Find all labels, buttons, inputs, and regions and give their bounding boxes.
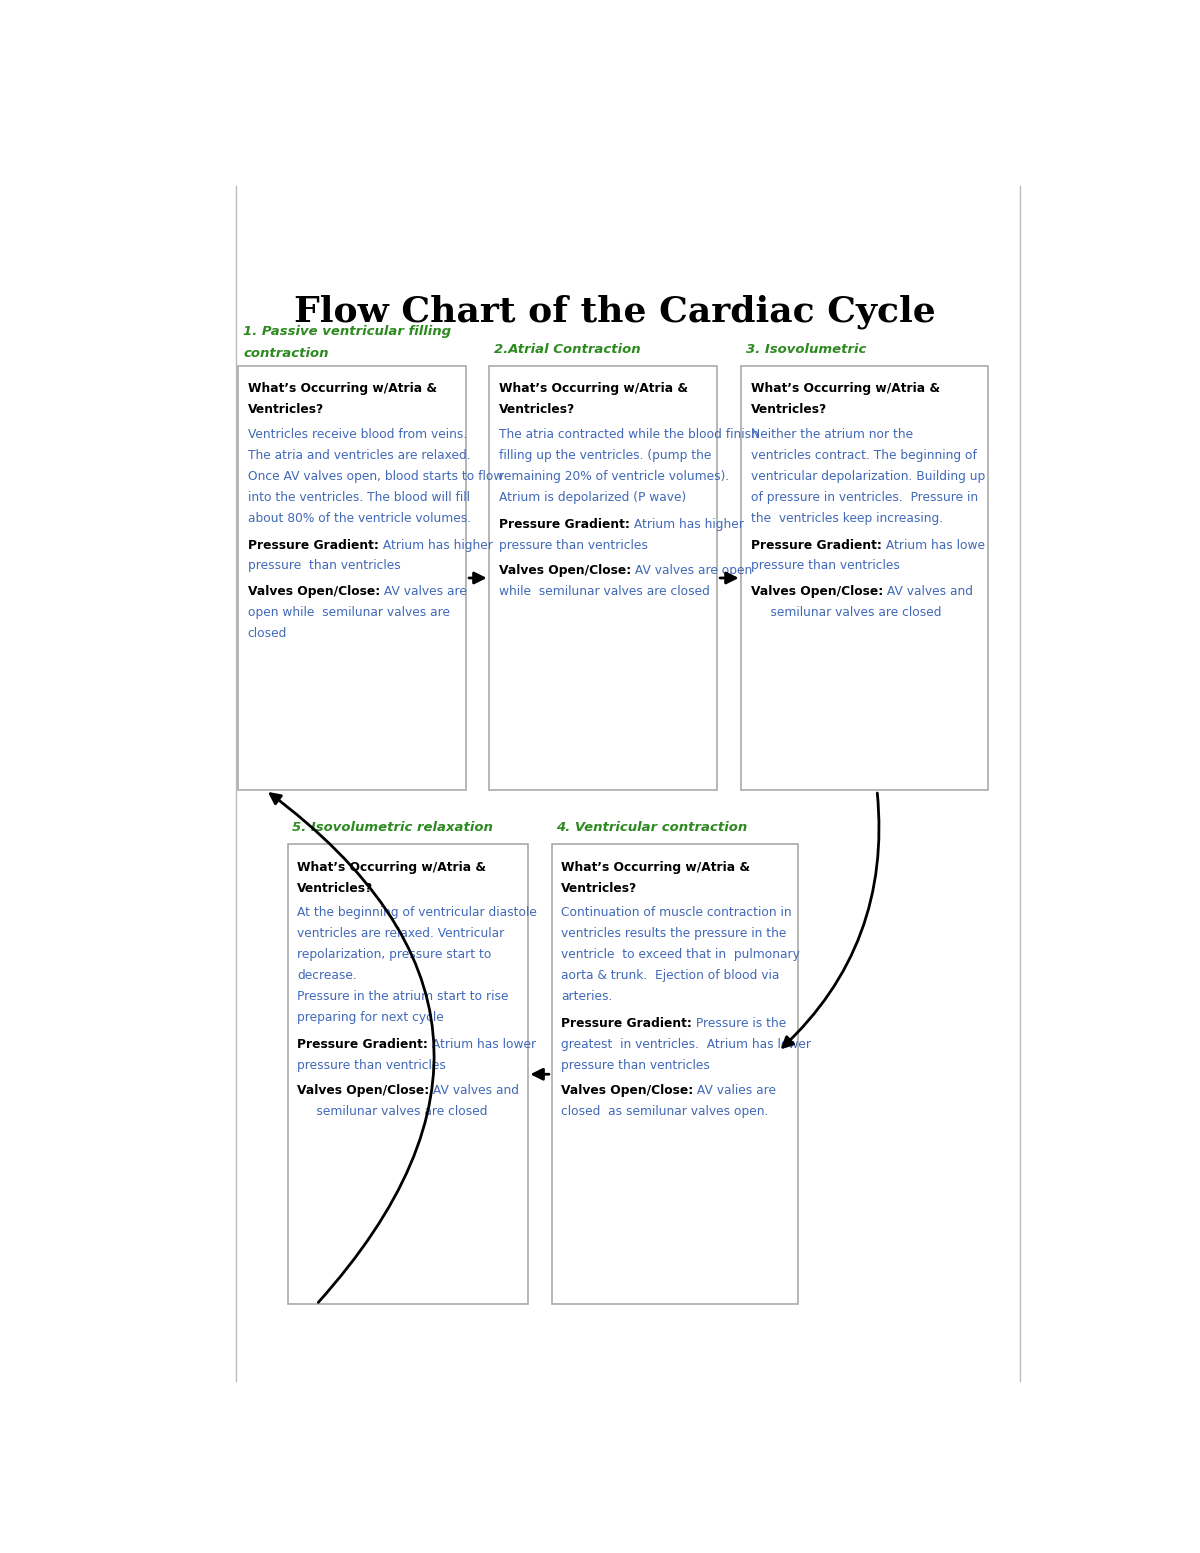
Text: contraction: contraction <box>242 346 329 360</box>
Text: pressure than ventricles: pressure than ventricles <box>296 1059 446 1072</box>
Text: ventricles contract. The beginning of: ventricles contract. The beginning of <box>751 449 977 461</box>
Text: What’s Occurring w/Atria &: What’s Occurring w/Atria & <box>562 860 750 874</box>
Text: pressure  than ventricles: pressure than ventricles <box>247 559 401 573</box>
Text: What’s Occurring w/Atria &: What’s Occurring w/Atria & <box>751 382 940 396</box>
Text: Pressure in the atrium start to rise: Pressure in the atrium start to rise <box>296 989 509 1003</box>
Text: pressure than ventricles: pressure than ventricles <box>751 559 900 573</box>
FancyBboxPatch shape <box>239 365 466 790</box>
FancyBboxPatch shape <box>490 365 718 790</box>
Text: Ventricles receive blood from veins.: Ventricles receive blood from veins. <box>247 429 467 441</box>
Text: preparing for next cycle: preparing for next cycle <box>296 1011 444 1023</box>
Text: 2.Atrial Contraction: 2.Atrial Contraction <box>494 343 641 356</box>
Text: AV valies are: AV valies are <box>694 1084 776 1098</box>
Text: Pressure Gradient:: Pressure Gradient: <box>751 539 882 551</box>
Text: about 80% of the ventricle volumes.: about 80% of the ventricle volumes. <box>247 511 470 525</box>
Text: arteries.: arteries. <box>562 989 612 1003</box>
Text: Ventricles?: Ventricles? <box>296 882 373 895</box>
Text: semilunar valves are closed: semilunar valves are closed <box>296 1106 487 1118</box>
Text: Valves Open/Close:: Valves Open/Close: <box>751 585 883 598</box>
Text: Atrium has lower: Atrium has lower <box>428 1037 536 1051</box>
Text: Flow Chart of the Cardiac Cycle: Flow Chart of the Cardiac Cycle <box>294 295 936 329</box>
Text: Ventricles?: Ventricles? <box>247 404 324 416</box>
Text: At the beginning of ventricular diastole: At the beginning of ventricular diastole <box>296 907 536 919</box>
Text: Valves Open/Close:: Valves Open/Close: <box>562 1084 694 1098</box>
Text: Atrium is depolarized (P wave): Atrium is depolarized (P wave) <box>499 491 686 503</box>
Text: Pressure Gradient:: Pressure Gradient: <box>499 517 630 531</box>
FancyBboxPatch shape <box>742 365 988 790</box>
Text: ventricular depolarization. Building up: ventricular depolarization. Building up <box>751 469 985 483</box>
Text: 1. Passive ventricular filling: 1. Passive ventricular filling <box>242 325 451 339</box>
Text: Continuation of muscle contraction in: Continuation of muscle contraction in <box>562 907 792 919</box>
Text: open while  semilunar valves are: open while semilunar valves are <box>247 606 450 620</box>
Text: Valves Open/Close:: Valves Open/Close: <box>247 585 380 598</box>
Text: 4. Ventricular contraction: 4. Ventricular contraction <box>557 822 748 834</box>
Text: Pressure Gradient:: Pressure Gradient: <box>247 539 378 551</box>
Text: Pressure is the: Pressure is the <box>692 1017 786 1030</box>
Text: The atria and ventricles are relaxed.: The atria and ventricles are relaxed. <box>247 449 470 461</box>
Text: AV valves are: AV valves are <box>380 585 467 598</box>
Text: semilunar valves are closed: semilunar valves are closed <box>751 606 941 620</box>
Text: Neither the atrium nor the: Neither the atrium nor the <box>751 429 913 441</box>
Text: Ventricles?: Ventricles? <box>751 404 827 416</box>
Text: AV valves and: AV valves and <box>430 1084 520 1098</box>
Text: remaining 20% of ventricle volumes).: remaining 20% of ventricle volumes). <box>499 469 730 483</box>
Text: AV valves and: AV valves and <box>883 585 973 598</box>
Text: closed  as semilunar valves open.: closed as semilunar valves open. <box>562 1106 768 1118</box>
Text: ventricles results the pressure in the: ventricles results the pressure in the <box>562 927 786 940</box>
Text: of pressure in ventricles.  Pressure in: of pressure in ventricles. Pressure in <box>751 491 978 503</box>
Text: Pressure Gradient:: Pressure Gradient: <box>562 1017 692 1030</box>
FancyBboxPatch shape <box>288 845 528 1305</box>
Text: Valves Open/Close:: Valves Open/Close: <box>296 1084 430 1098</box>
Text: What’s Occurring w/Atria &: What’s Occurring w/Atria & <box>296 860 486 874</box>
Text: aorta & trunk.  Ejection of blood via: aorta & trunk. Ejection of blood via <box>562 969 780 981</box>
Text: 3. Isovolumetric: 3. Isovolumetric <box>746 343 866 356</box>
Text: ventricle  to exceed that in  pulmonary: ventricle to exceed that in pulmonary <box>562 947 800 961</box>
Text: AV valves are open: AV valves are open <box>631 564 752 578</box>
Text: while  semilunar valves are closed: while semilunar valves are closed <box>499 585 709 598</box>
Text: What’s Occurring w/Atria &: What’s Occurring w/Atria & <box>499 382 688 396</box>
Text: Atrium has higher: Atrium has higher <box>378 539 492 551</box>
Text: closed: closed <box>247 627 287 640</box>
Text: pressure than ventricles: pressure than ventricles <box>562 1059 710 1072</box>
Text: Valves Open/Close:: Valves Open/Close: <box>499 564 631 578</box>
Text: Ventricles?: Ventricles? <box>562 882 637 895</box>
Text: filling up the ventricles. (pump the: filling up the ventricles. (pump the <box>499 449 712 461</box>
Text: ventricles are relaxed. Ventricular: ventricles are relaxed. Ventricular <box>296 927 504 940</box>
Text: Atrium has higher: Atrium has higher <box>630 517 744 531</box>
Text: What’s Occurring w/Atria &: What’s Occurring w/Atria & <box>247 382 437 396</box>
Text: greatest  in ventricles.  Atrium has lower: greatest in ventricles. Atrium has lower <box>562 1037 811 1051</box>
Text: Pressure Gradient:: Pressure Gradient: <box>296 1037 428 1051</box>
Text: Atrium has lowe: Atrium has lowe <box>882 539 985 551</box>
FancyBboxPatch shape <box>552 845 798 1305</box>
Text: repolarization, pressure start to: repolarization, pressure start to <box>296 947 491 961</box>
Text: pressure than ventricles: pressure than ventricles <box>499 539 648 551</box>
Text: the  ventricles keep increasing.: the ventricles keep increasing. <box>751 511 943 525</box>
Text: into the ventricles. The blood will fill: into the ventricles. The blood will fill <box>247 491 469 503</box>
Text: The atria contracted while the blood finish: The atria contracted while the blood fin… <box>499 429 758 441</box>
Text: decrease.: decrease. <box>296 969 356 981</box>
Text: Once AV valves open, blood starts to flow: Once AV valves open, blood starts to flo… <box>247 469 503 483</box>
Text: 5. Isovolumetric relaxation: 5. Isovolumetric relaxation <box>293 822 493 834</box>
Text: Ventricles?: Ventricles? <box>499 404 575 416</box>
